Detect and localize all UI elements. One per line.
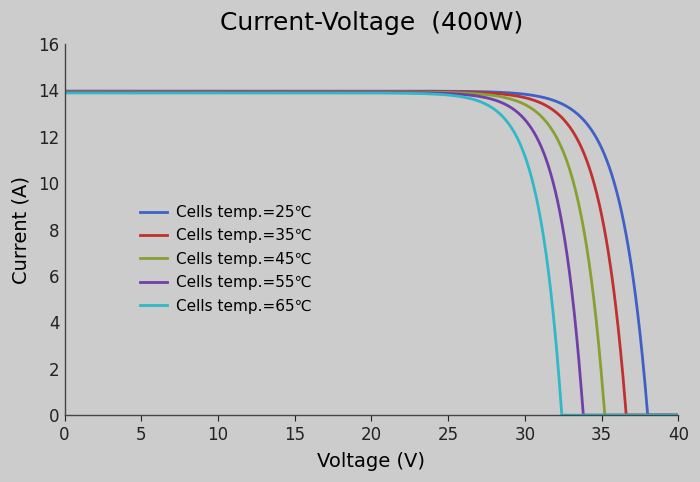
Cells temp.=25℃ xyxy=(643,412,652,418)
Cells temp.=35℃ xyxy=(354,89,362,94)
Cells temp.=55℃ xyxy=(151,90,160,95)
Cells temp.=25℃ xyxy=(674,412,682,418)
Cells temp.=65℃ xyxy=(558,412,566,418)
Cells temp.=65℃ xyxy=(287,90,295,96)
Cells temp.=55℃ xyxy=(579,412,587,418)
Cells temp.=55℃ xyxy=(123,90,132,95)
Cells temp.=25℃ xyxy=(83,88,92,94)
Cells temp.=25℃ xyxy=(354,88,362,94)
Cells temp.=35℃ xyxy=(674,412,682,418)
Cells temp.=35℃ xyxy=(287,89,295,94)
Cells temp.=45℃ xyxy=(60,89,69,95)
Cells temp.=45℃ xyxy=(83,89,92,95)
Cells temp.=25℃ xyxy=(60,88,69,94)
Line: Cells temp.=35℃: Cells temp.=35℃ xyxy=(64,92,678,415)
Cells temp.=35℃ xyxy=(151,89,160,94)
Cells temp.=35℃ xyxy=(60,89,69,94)
Cells temp.=25℃ xyxy=(154,88,162,94)
Cells temp.=55℃ xyxy=(154,90,162,95)
Cells temp.=45℃ xyxy=(154,89,162,95)
Cells temp.=65℃ xyxy=(123,90,132,96)
Cells temp.=65℃ xyxy=(60,90,69,96)
Line: Cells temp.=45℃: Cells temp.=45℃ xyxy=(64,92,678,415)
Line: Cells temp.=25℃: Cells temp.=25℃ xyxy=(64,91,678,415)
Cells temp.=45℃ xyxy=(601,412,609,418)
Cells temp.=45℃ xyxy=(151,89,160,95)
Cells temp.=35℃ xyxy=(123,89,132,94)
Cells temp.=65℃ xyxy=(151,90,160,96)
Y-axis label: Current (A): Current (A) xyxy=(11,175,30,283)
Cells temp.=45℃ xyxy=(354,89,362,95)
Legend: Cells temp.=25℃, Cells temp.=35℃, Cells temp.=45℃, Cells temp.=55℃, Cells temp.=: Cells temp.=25℃, Cells temp.=35℃, Cells … xyxy=(134,199,318,320)
Cells temp.=55℃ xyxy=(354,90,362,95)
Cells temp.=55℃ xyxy=(287,90,295,95)
Cells temp.=55℃ xyxy=(60,90,69,95)
Cells temp.=65℃ xyxy=(674,412,682,418)
Cells temp.=25℃ xyxy=(151,88,160,94)
Cells temp.=55℃ xyxy=(674,412,682,418)
Cells temp.=35℃ xyxy=(83,89,92,94)
Cells temp.=45℃ xyxy=(123,89,132,95)
Cells temp.=35℃ xyxy=(154,89,162,94)
Cells temp.=55℃ xyxy=(83,90,92,95)
Cells temp.=25℃ xyxy=(287,88,295,94)
Cells temp.=65℃ xyxy=(83,90,92,96)
Cells temp.=25℃ xyxy=(123,88,132,94)
Cells temp.=45℃ xyxy=(674,412,682,418)
Cells temp.=35℃ xyxy=(622,412,631,418)
Cells temp.=65℃ xyxy=(354,90,362,96)
Title: Current-Voltage  (400W): Current-Voltage (400W) xyxy=(220,11,523,35)
Line: Cells temp.=55℃: Cells temp.=55℃ xyxy=(64,93,678,415)
Line: Cells temp.=65℃: Cells temp.=65℃ xyxy=(64,93,678,415)
Cells temp.=65℃ xyxy=(154,90,162,96)
X-axis label: Voltage (V): Voltage (V) xyxy=(318,452,426,471)
Cells temp.=45℃ xyxy=(287,89,295,95)
